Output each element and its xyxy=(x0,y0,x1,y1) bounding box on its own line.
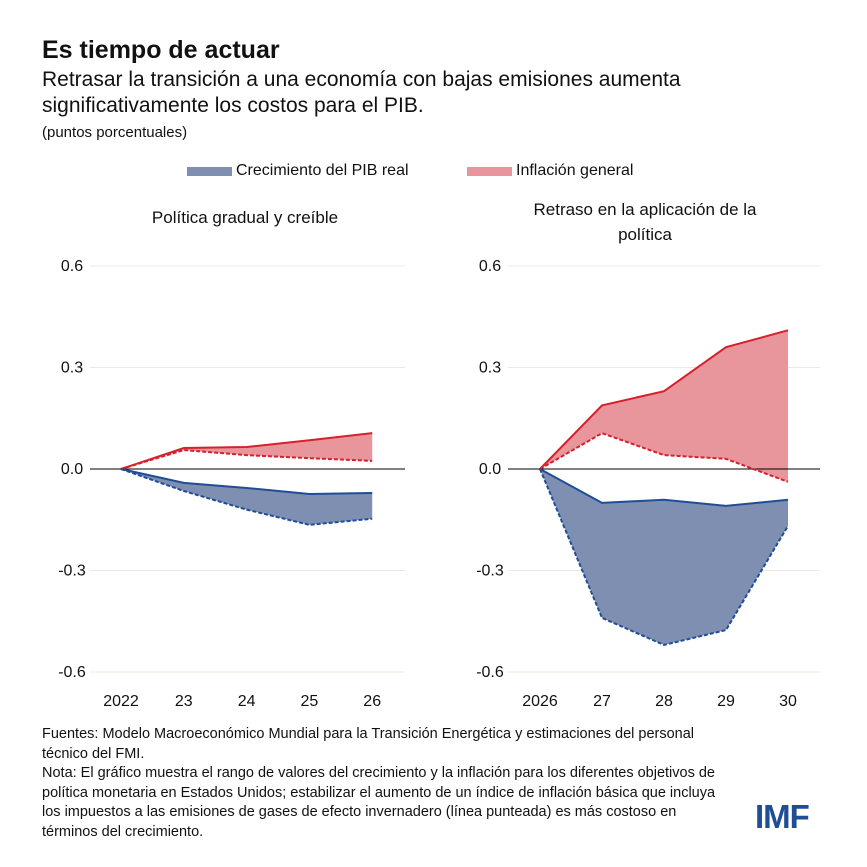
x-tick-label: 28 xyxy=(655,693,673,710)
chart-subtitle: Retrasar la transición a una economía co… xyxy=(42,68,681,117)
y-tick-label: 0.0 xyxy=(61,461,83,478)
x-tick-label: 2022 xyxy=(103,693,139,710)
x-tick-label: 23 xyxy=(175,693,193,710)
legend-label: Crecimiento del PIB real xyxy=(236,162,409,179)
y-tick-label: -0.3 xyxy=(58,563,86,580)
gdp-range-area xyxy=(540,469,788,645)
x-tick-label: 26 xyxy=(363,693,381,710)
panel-title-right: Retraso en la aplicación de la política xyxy=(533,200,757,244)
x-tick-label: 25 xyxy=(301,693,319,710)
y-tick-label: 0.3 xyxy=(479,360,501,377)
x-tick-label: 29 xyxy=(717,693,735,710)
x-tick-label: 24 xyxy=(238,693,256,710)
chart-title: Es tiempo de actuar xyxy=(42,36,280,64)
x-tick-label: 2026 xyxy=(522,693,558,710)
notes: Fuentes: Modelo Macroeconómico Mundial p… xyxy=(42,725,722,842)
inflation-range-area xyxy=(121,433,373,469)
legend-swatch xyxy=(467,166,512,176)
imf-logo: IMF xyxy=(755,798,810,835)
note-text: Nota: El gráfico muestra el rango de val… xyxy=(42,765,716,840)
y-tick-label: 0.6 xyxy=(479,258,501,275)
unit-label: (puntos porcentuales) xyxy=(42,124,188,141)
inflation-dashed-line xyxy=(120,449,373,470)
sources-text: Fuentes: Modelo Macroeconómico Mundial p… xyxy=(42,726,695,762)
x-tick-label: 30 xyxy=(779,693,797,710)
gdp-solid-line xyxy=(120,468,373,496)
y-tick-label: 0.0 xyxy=(479,461,501,478)
panel-title-left: Política gradual y creíble xyxy=(151,208,339,227)
gdp-dashed-line xyxy=(120,468,373,526)
inflation-range-area xyxy=(540,330,788,482)
y-tick-label: 0.3 xyxy=(61,360,83,377)
legend-item-inflation: Inflación general xyxy=(467,162,633,180)
gdp-solid-line xyxy=(539,468,789,507)
y-tick-label: -0.6 xyxy=(58,664,86,681)
y-tick-label: -0.6 xyxy=(476,664,504,681)
legend-item-gdp: Crecimiento del PIB real xyxy=(187,162,409,180)
inflation-solid-line xyxy=(539,329,789,470)
gdp-dashed-line xyxy=(539,468,789,646)
inflation-solid-line xyxy=(120,432,373,470)
legend-label: Inflación general xyxy=(516,162,634,179)
x-tick-label: 27 xyxy=(593,693,611,710)
legend-swatch xyxy=(187,166,232,176)
y-tick-label: 0.6 xyxy=(61,258,83,275)
y-tick-label: -0.3 xyxy=(476,563,504,580)
